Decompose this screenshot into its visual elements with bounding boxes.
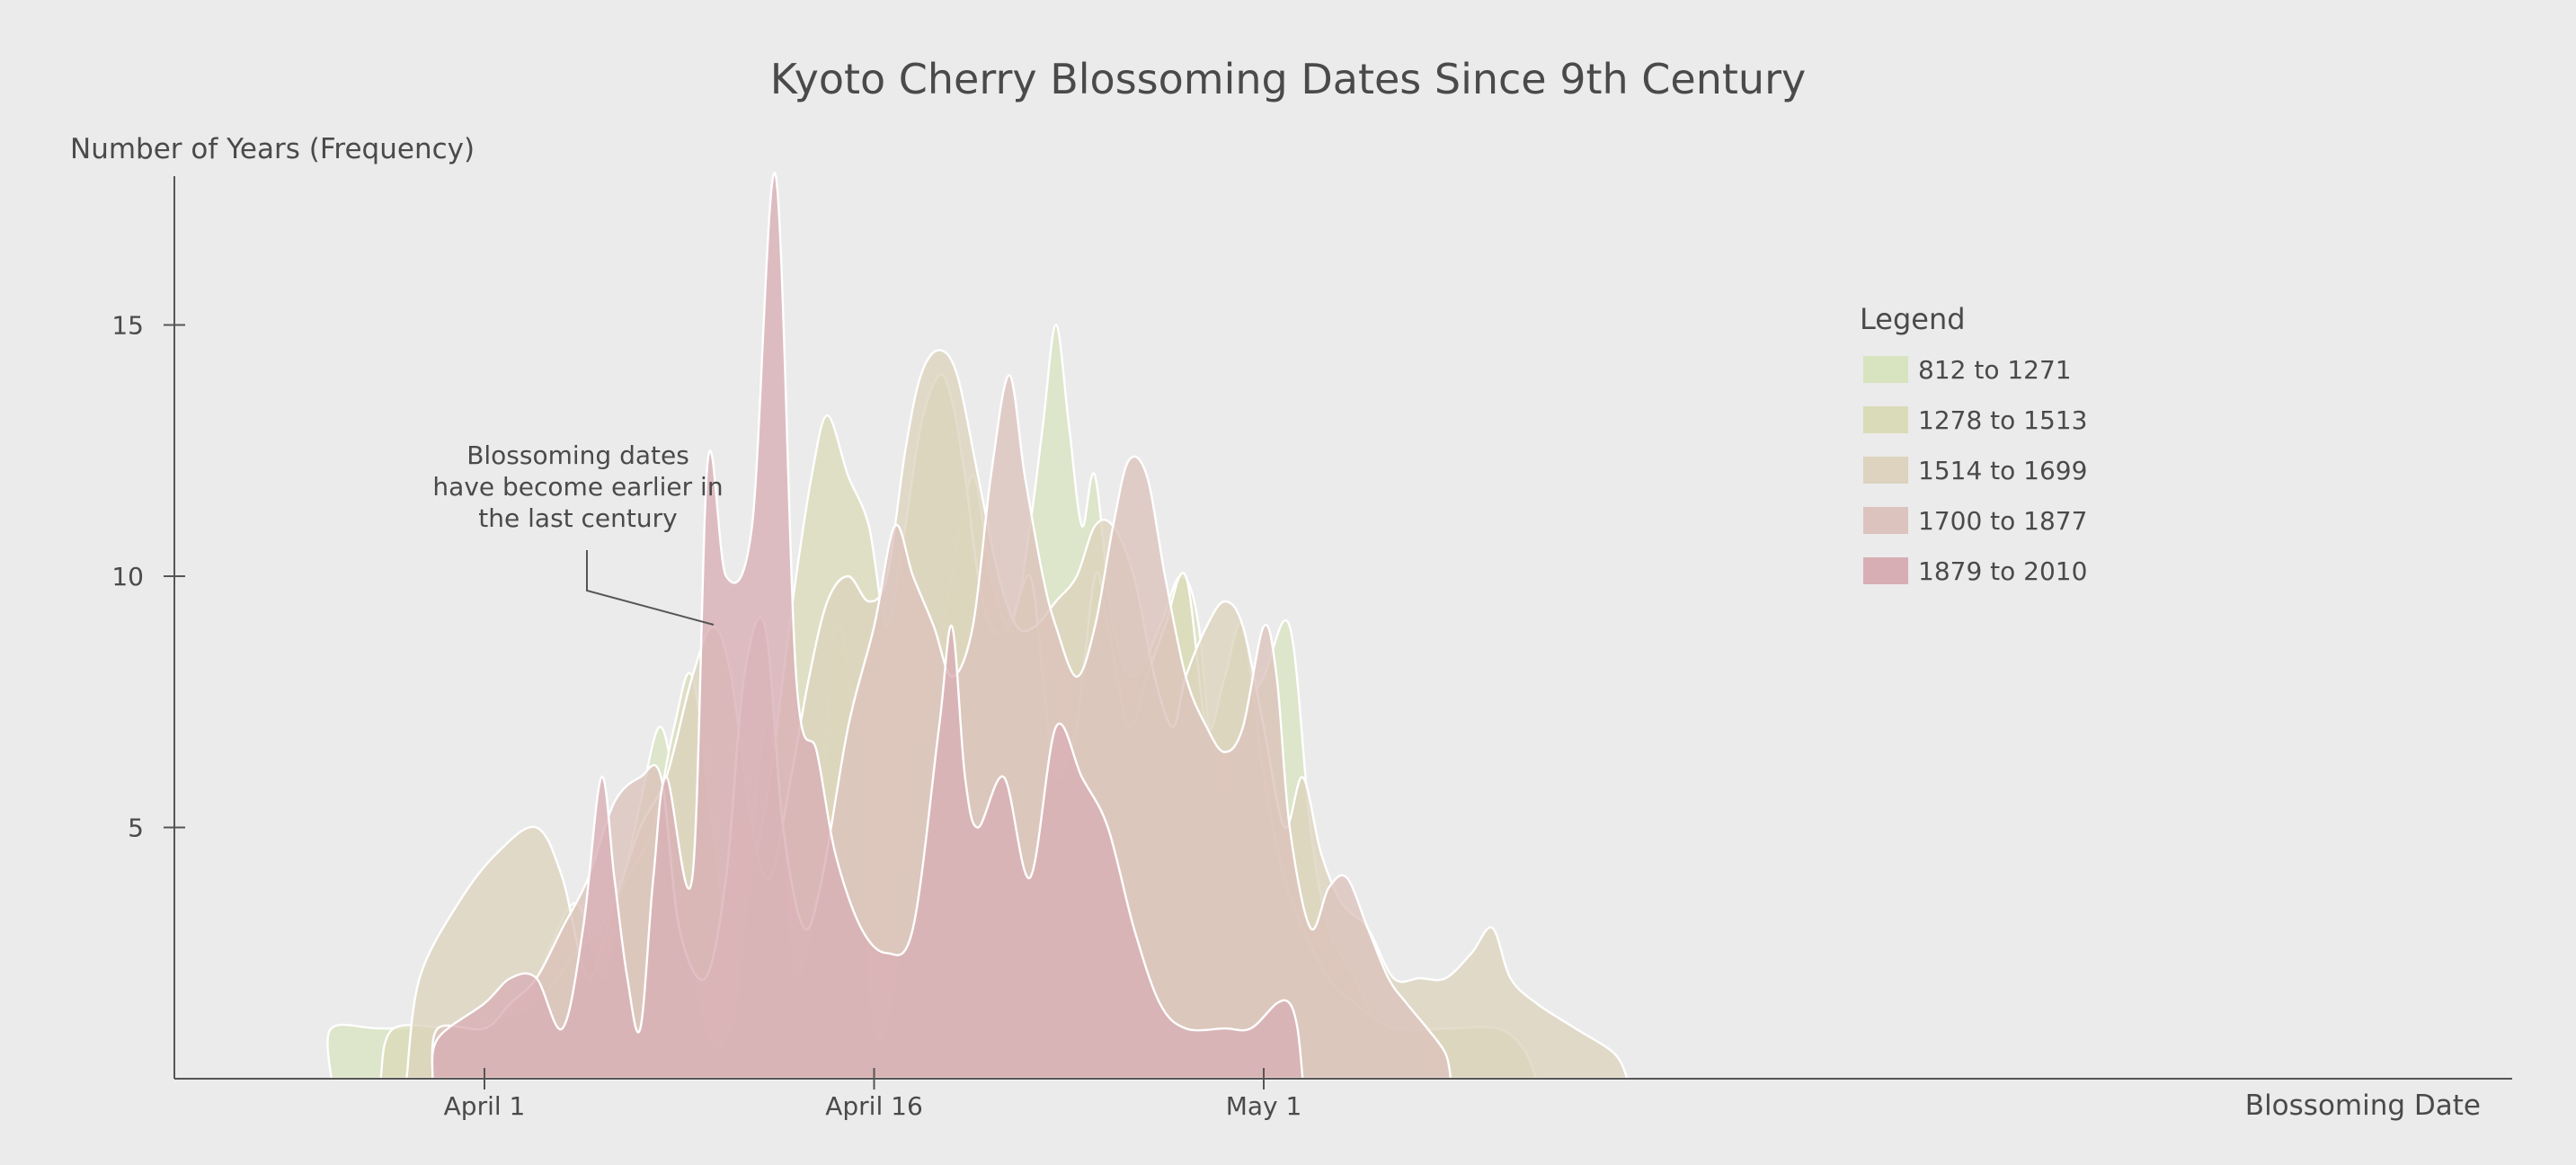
legend-swatch [1863, 457, 1908, 484]
chart-title: Kyoto Cherry Blossoming Dates Since 9th … [770, 55, 1806, 103]
y-axis-label: Number of Years (Frequency) [70, 133, 475, 165]
x-axis-label: Blossoming Date [2245, 1089, 2481, 1122]
legend-label: 1514 to 1699 [1918, 456, 2087, 485]
x-tick-label: April 1 [444, 1091, 526, 1121]
legend-swatch [1863, 557, 1908, 584]
legend-swatch [1863, 406, 1908, 433]
x-tick-label: May 1 [1226, 1091, 1302, 1121]
annotation-line-1: Blossoming dates [466, 440, 689, 470]
legend: Legend 812 to 1271 1278 to 1513 1514 to 16… [1860, 302, 2087, 586]
annotation-line-3: the last century [478, 503, 677, 533]
annotation-leader-line [586, 550, 715, 626]
legend-title: Legend [1860, 302, 1966, 336]
annotation: Blossoming dates have become earlier in … [432, 440, 724, 626]
y-tick-label: 10 [111, 562, 144, 591]
legend-label: 1879 to 2010 [1918, 556, 2087, 586]
area-series-5 [431, 172, 1304, 1081]
legend-label: 1278 to 1513 [1918, 405, 2087, 435]
legend-label: 1700 to 1877 [1918, 506, 2087, 536]
legend-swatch [1863, 507, 1908, 534]
y-tick-label: 5 [128, 814, 144, 843]
x-tick-label: April 16 [825, 1091, 923, 1121]
annotation-line-2: have become earlier in [432, 472, 723, 502]
area-series-group [326, 172, 1630, 1081]
axis-ticks: 5 10 15 April 1 April 16 May 1 [111, 311, 1301, 1122]
legend-swatch [1863, 356, 1908, 383]
y-tick-label: 15 [111, 311, 144, 341]
legend-label: 812 to 1271 [1918, 355, 2072, 385]
